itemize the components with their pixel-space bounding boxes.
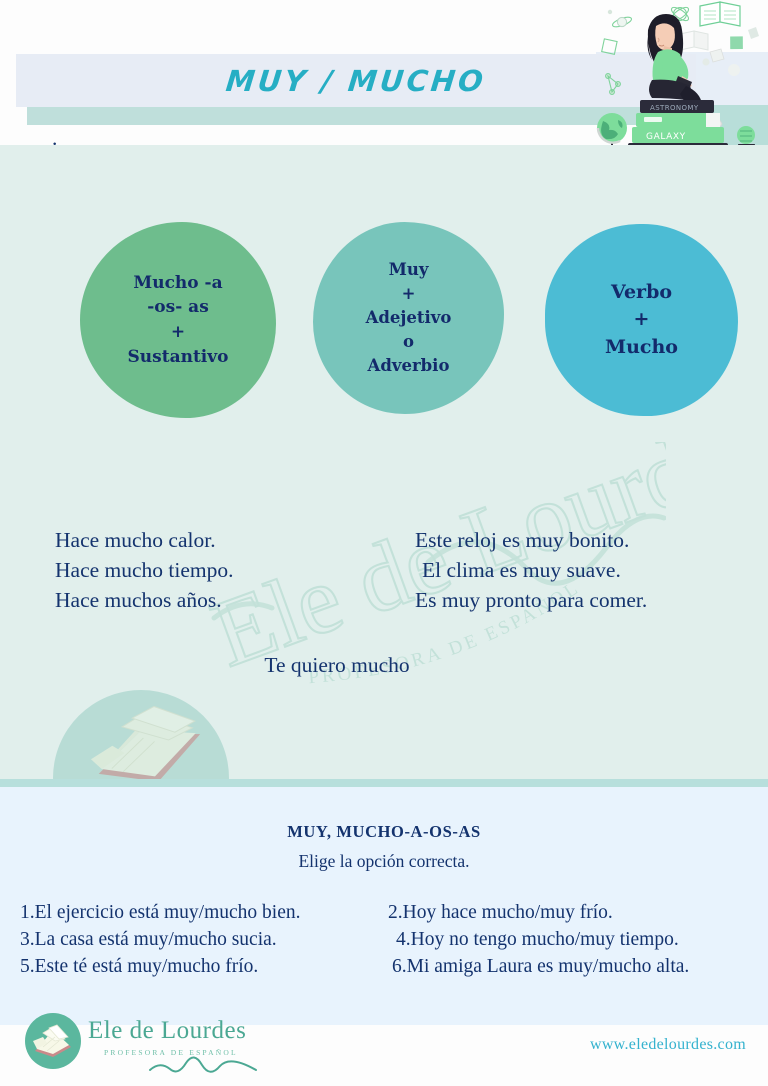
exercise-question: 2.Hoy hace mucho/muy frío. — [388, 902, 613, 923]
footer — [0, 1025, 768, 1086]
rule-line: + — [633, 308, 650, 331]
exercise-instruction: Elige la opción correcta. — [298, 851, 470, 871]
rule-line: Adverbio — [367, 355, 450, 375]
exercise-question: 5.Este té está muy/mucho frío. — [20, 956, 259, 977]
example-sentence: Hace muchos años. — [55, 588, 222, 612]
rule-line: -os- as — [147, 297, 209, 318]
exercise-questions-even: 2.Hoy hace mucho/muy frío. 4.Hoy no teng… — [388, 899, 758, 980]
exercise-question: 6.Mi amiga Laura es muy/mucho alta. — [392, 956, 690, 977]
exercise-question: 1.El ejercicio está muy/mucho bien. — [20, 902, 301, 923]
rule-line: Verbo — [610, 280, 673, 303]
girl-sitting-on-books-icon: ASTRONOMY GALAXY — [596, 1, 759, 152]
rule-line: Adejetivo — [365, 308, 452, 328]
section-divider — [0, 779, 768, 787]
rule-card-verbo-mucho: Verbo + Mucho — [545, 224, 738, 416]
brand-logo[interactable]: Ele de Lourdes PROFESORA DE ESPAÑOL — [18, 1000, 318, 1086]
exercise-questions-odd: 1.El ejercicio está muy/mucho bien. 3.La… — [20, 899, 390, 980]
title-bar-accent — [27, 107, 707, 125]
logo-name: Ele de Lourdes — [88, 1017, 247, 1044]
logo-squiggle-decoration — [149, 1056, 257, 1073]
example-sentence: El clima es muy suave. — [422, 558, 621, 582]
rule-line: o — [402, 331, 414, 351]
examples-column-muy: Este reloj es muy bonito. El clima es mu… — [415, 525, 755, 615]
exercise-question: 4.Hoy no tengo mucho/muy tiempo. — [396, 929, 679, 950]
rule-line: Muy — [388, 260, 429, 280]
rule-line: + — [170, 322, 186, 342]
website-url[interactable]: www.eledelourdes.com — [589, 1036, 746, 1053]
examples-column-mucho: Hace mucho calor. Hace mucho tiempo. Hac… — [55, 525, 385, 615]
exercise-question: 3.La casa está muy/mucho sucia. — [20, 929, 277, 950]
svg-text:ASTRONOMY: ASTRONOMY — [650, 104, 699, 112]
rule-line: Mucho -a — [133, 272, 223, 293]
rule-line: + — [401, 284, 416, 304]
rule-line: Mucho — [605, 335, 678, 358]
example-sentence-verb: Te quiero mucho — [264, 653, 410, 677]
example-sentence: Hace mucho tiempo. — [55, 558, 234, 582]
svg-text:GALAXY: GALAXY — [646, 132, 686, 142]
example-sentence: Es muy pronto para comer. — [415, 588, 648, 612]
decorative-open-book-icon — [90, 705, 201, 782]
rule-line: Sustantivo — [127, 346, 229, 367]
floating-book-icon — [699, 1, 741, 27]
logo-open-book-icon — [33, 1024, 71, 1057]
exercise-section — [0, 787, 768, 1025]
exercise-title: MUY, MUCHO-A-OS-AS — [287, 822, 481, 841]
stray-period: . — [52, 126, 58, 150]
rule-card-mucho-sustantivo: Mucho -a -os- as + Sustantivo — [80, 222, 276, 418]
title-bar — [16, 54, 696, 107]
logo-tagline: PROFESORA DE ESPAÑOL — [104, 1048, 238, 1057]
example-sentence: Este reloj es muy bonito. — [415, 528, 630, 552]
example-sentence: Hace mucho calor. — [55, 528, 216, 552]
rule-card-muy-adjetivo: Muy + Adejetivo o Adverbio — [313, 222, 504, 414]
